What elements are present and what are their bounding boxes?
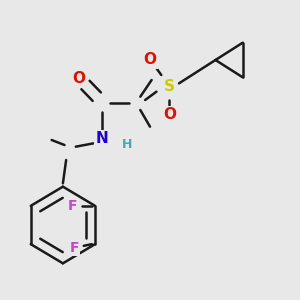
- Text: N: N: [95, 131, 108, 146]
- Text: F: F: [69, 241, 79, 254]
- Text: F: F: [68, 199, 77, 213]
- Text: H: H: [122, 139, 133, 152]
- Text: O: O: [163, 107, 176, 122]
- Text: S: S: [164, 79, 175, 94]
- Text: O: O: [73, 71, 85, 86]
- Text: O: O: [143, 52, 157, 68]
